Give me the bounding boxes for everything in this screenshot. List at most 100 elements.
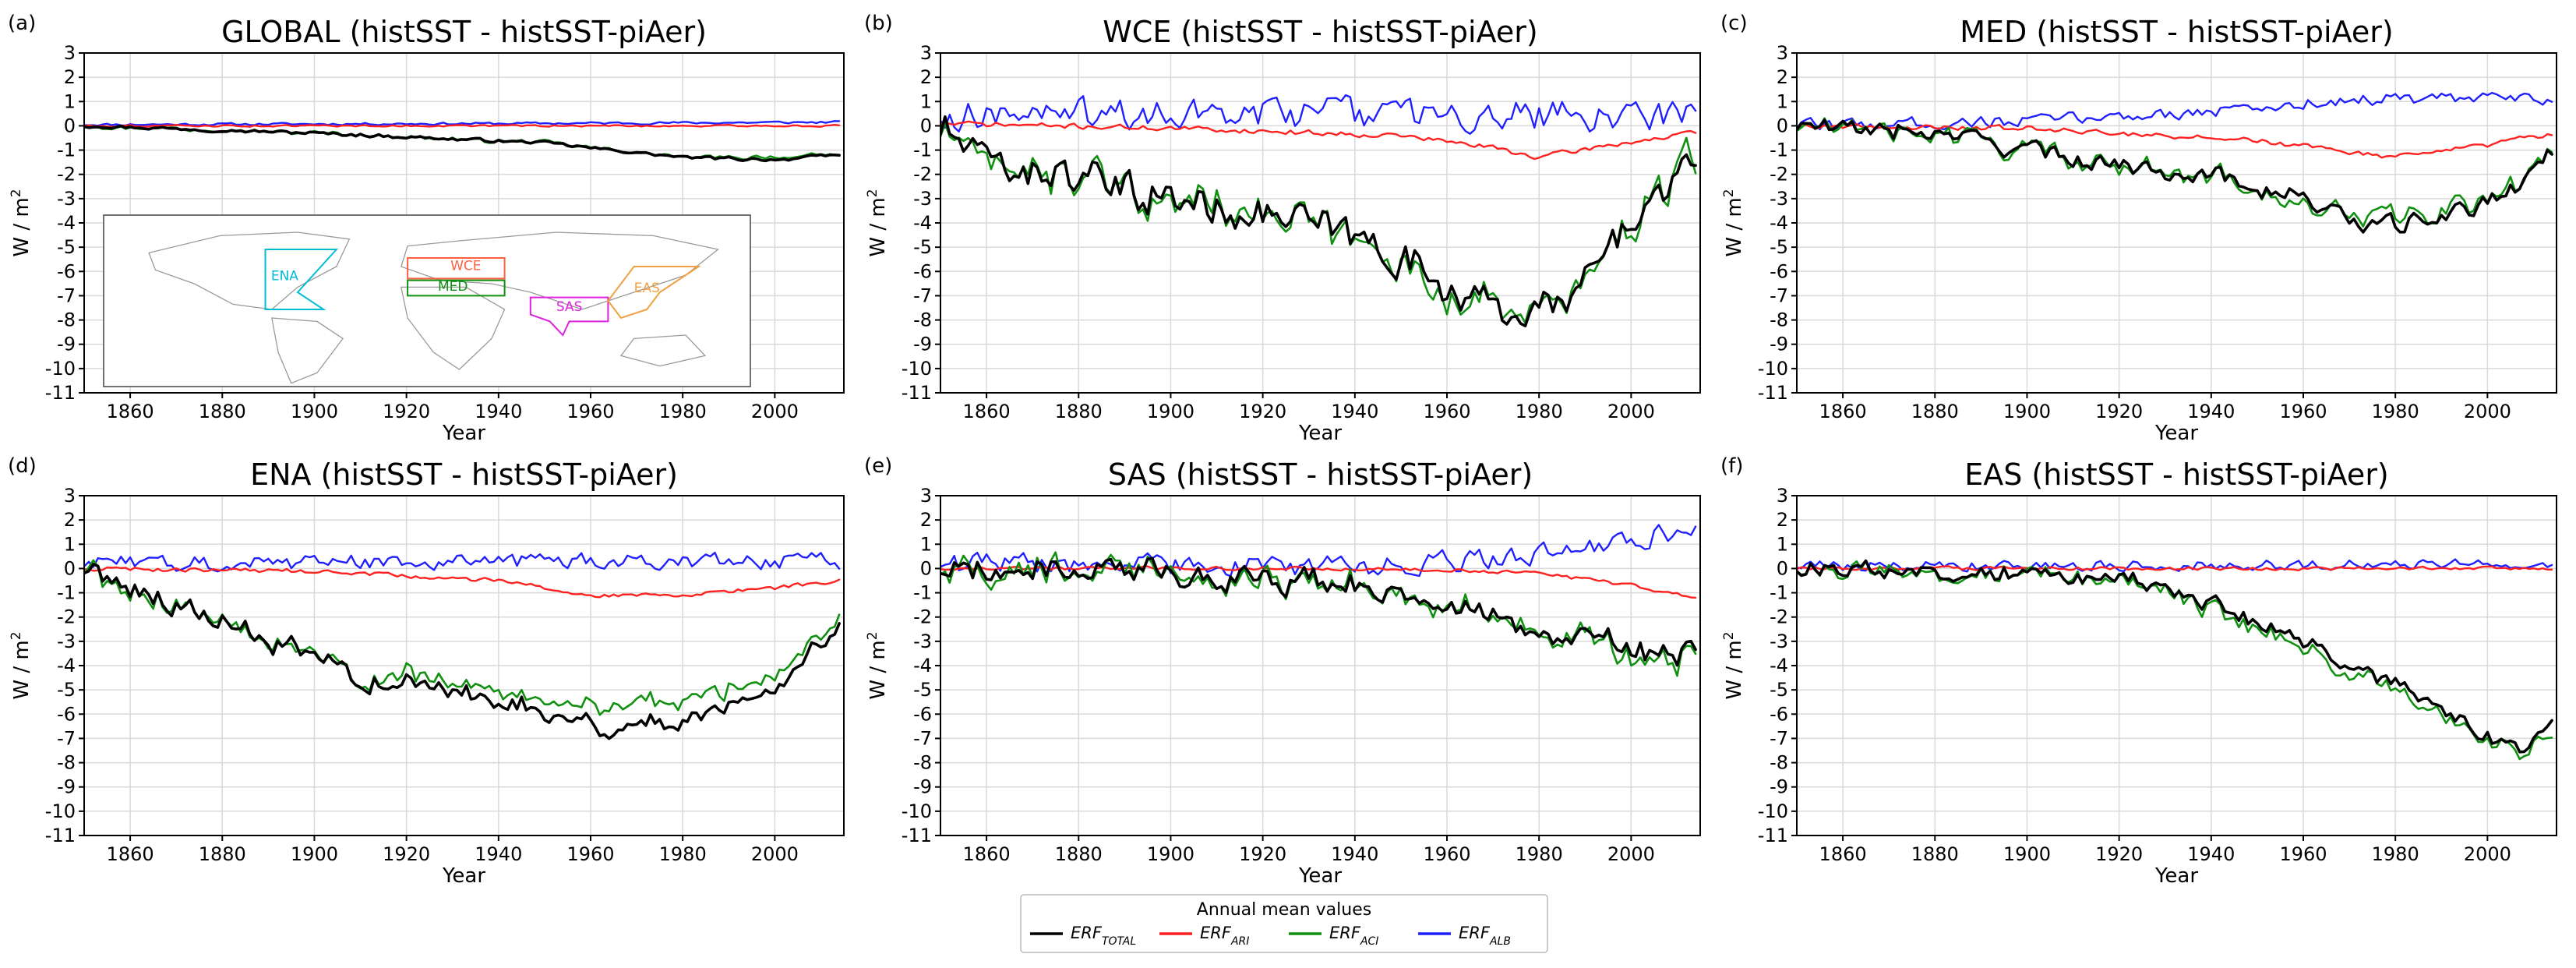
y-tick-label: -7 bbox=[57, 284, 76, 306]
x-tick-label: 1960 bbox=[566, 401, 614, 422]
y-tick-label: -1 bbox=[913, 140, 932, 161]
panel-f: 1860 1880 1900 1920 1940 1960 1980 20003210-1-2… bbox=[1720, 454, 2557, 888]
y-tick-label: -2 bbox=[57, 606, 76, 628]
y-tick-label: -2 bbox=[913, 606, 932, 628]
y-tick-label: 3 bbox=[920, 485, 932, 507]
panel-title: SAS (histSST - histSST-piAer) bbox=[1108, 458, 1533, 492]
x-tick-label: 1920 bbox=[2095, 401, 2143, 422]
legend-entry-base: ERF bbox=[1459, 924, 1491, 942]
y-tick-label: -1 bbox=[57, 582, 76, 604]
series-line-total bbox=[84, 562, 841, 740]
x-tick-label: 1900 bbox=[1147, 401, 1194, 422]
series-line-ari bbox=[84, 123, 841, 128]
y-tick-label: -3 bbox=[913, 631, 932, 652]
series-line-alb bbox=[1797, 91, 2553, 131]
y-axis-label-text: W / m bbox=[866, 640, 890, 699]
series-line-total bbox=[1797, 559, 2553, 754]
x-tick-label: 1920 bbox=[1239, 843, 1286, 865]
panel-letter: (e) bbox=[864, 454, 892, 478]
x-tick-label: 1880 bbox=[1911, 401, 1959, 422]
series-line-aci bbox=[1797, 560, 2553, 761]
y-axis-label-exponent: 2 bbox=[9, 631, 24, 640]
y-tick-label: -3 bbox=[57, 631, 76, 652]
panel-letter: (a) bbox=[8, 12, 36, 35]
y-tick-label: 0 bbox=[920, 557, 932, 579]
y-tick-label: -7 bbox=[1770, 727, 1788, 749]
y-tick-label: -11 bbox=[902, 825, 932, 846]
map-region-label: EAS bbox=[634, 281, 660, 296]
x-tick-label: 1860 bbox=[1819, 843, 1867, 865]
legend-entry-total: ERFTOTAL bbox=[1071, 924, 1136, 948]
y-tick-label: -9 bbox=[913, 334, 932, 355]
y-axis-label-exponent: 2 bbox=[9, 189, 24, 197]
x-tick-label: 1960 bbox=[2279, 401, 2327, 422]
series-line-alb bbox=[84, 551, 841, 573]
y-tick-label: -10 bbox=[902, 358, 932, 380]
x-tick-label: 1900 bbox=[1147, 843, 1194, 865]
y-tick-label: 1 bbox=[64, 533, 76, 555]
y-tick-label: -9 bbox=[913, 776, 932, 798]
y-tick-label: -1 bbox=[57, 140, 76, 161]
y-axis-label-text: W / m bbox=[10, 197, 34, 256]
map-region-eas bbox=[607, 266, 701, 320]
x-tick-label: 2000 bbox=[1607, 401, 1655, 422]
y-axis-label: W / m2 bbox=[1721, 189, 1746, 256]
x-tick-label: 1940 bbox=[475, 401, 522, 422]
y-axis-label-text: W / m bbox=[1723, 197, 1746, 256]
x-tick-label: 1920 bbox=[383, 843, 430, 865]
series-line-ari bbox=[940, 120, 1697, 161]
x-tick-label: 1980 bbox=[1516, 843, 1563, 865]
legend-entry-sub: ALB bbox=[1489, 935, 1511, 948]
x-tick-label: 1960 bbox=[1423, 843, 1470, 865]
y-tick-label: 0 bbox=[64, 557, 76, 579]
series-line-total bbox=[1797, 118, 2553, 234]
y-axis-label: W / m2 bbox=[865, 631, 890, 699]
panel-title: MED (histSST - histSST-piAer) bbox=[1960, 15, 2393, 49]
x-tick-label: 1900 bbox=[291, 401, 338, 422]
y-tick-label: -5 bbox=[1770, 236, 1788, 258]
y-tick-label: 2 bbox=[1777, 509, 1788, 531]
y-tick-label: -8 bbox=[1770, 752, 1788, 774]
panel-a: ENA WCE MED SAS EAS 1860 1880 1900 1920 1940 1960 1… bbox=[8, 12, 845, 445]
y-tick-label: -3 bbox=[57, 188, 76, 210]
panel-e: 1860 1880 1900 1920 1940 1960 1980 20003210-1-2… bbox=[864, 454, 1701, 888]
y-tick-label: -6 bbox=[57, 260, 76, 282]
series-line-ari bbox=[1797, 122, 2553, 159]
y-tick-label: -5 bbox=[57, 236, 76, 258]
x-tick-label: 1880 bbox=[199, 401, 246, 422]
y-tick-label: -7 bbox=[913, 727, 932, 749]
y-tick-label: 2 bbox=[64, 509, 76, 531]
y-tick-label: -9 bbox=[1770, 334, 1788, 355]
legend-entry-alb: ERFALB bbox=[1459, 924, 1511, 948]
y-axis-label: W / m2 bbox=[9, 189, 34, 256]
y-tick-label: 2 bbox=[1777, 66, 1788, 88]
series-line-total bbox=[940, 115, 1697, 328]
y-tick-label: -5 bbox=[1770, 679, 1788, 701]
x-tick-label: 1980 bbox=[659, 843, 707, 865]
x-tick-label: 1940 bbox=[475, 843, 522, 865]
x-axis-label: Year bbox=[2154, 422, 2198, 445]
x-tick-label: 1920 bbox=[1239, 401, 1286, 422]
x-axis-label: Year bbox=[442, 864, 485, 888]
x-tick-label: 1860 bbox=[107, 843, 154, 865]
y-tick-label: -3 bbox=[1770, 188, 1788, 210]
legend-entry-base: ERF bbox=[1329, 924, 1361, 942]
y-axis-label-exponent: 2 bbox=[1721, 189, 1737, 197]
y-tick-label: -6 bbox=[913, 260, 932, 282]
x-tick-label: 1940 bbox=[2187, 401, 2235, 422]
y-axis-label-text: W / m bbox=[10, 640, 34, 699]
y-tick-label: -9 bbox=[57, 334, 76, 355]
x-axis-label: Year bbox=[442, 422, 485, 445]
y-tick-label: 1 bbox=[1777, 533, 1788, 555]
y-axis-label-exponent: 2 bbox=[1721, 631, 1737, 640]
x-tick-label: 1980 bbox=[659, 401, 707, 422]
panel-letter: (c) bbox=[1720, 12, 1748, 35]
panel-letter: (f) bbox=[1720, 454, 1743, 478]
y-tick-label: -11 bbox=[45, 382, 76, 404]
y-tick-label: -4 bbox=[57, 212, 76, 234]
y-tick-label: -8 bbox=[913, 752, 932, 774]
legend-title: Annual mean values bbox=[1197, 900, 1371, 920]
series-line-alb bbox=[940, 94, 1697, 136]
y-tick-label: -2 bbox=[1770, 606, 1788, 628]
series-line-aci bbox=[1797, 117, 2553, 228]
